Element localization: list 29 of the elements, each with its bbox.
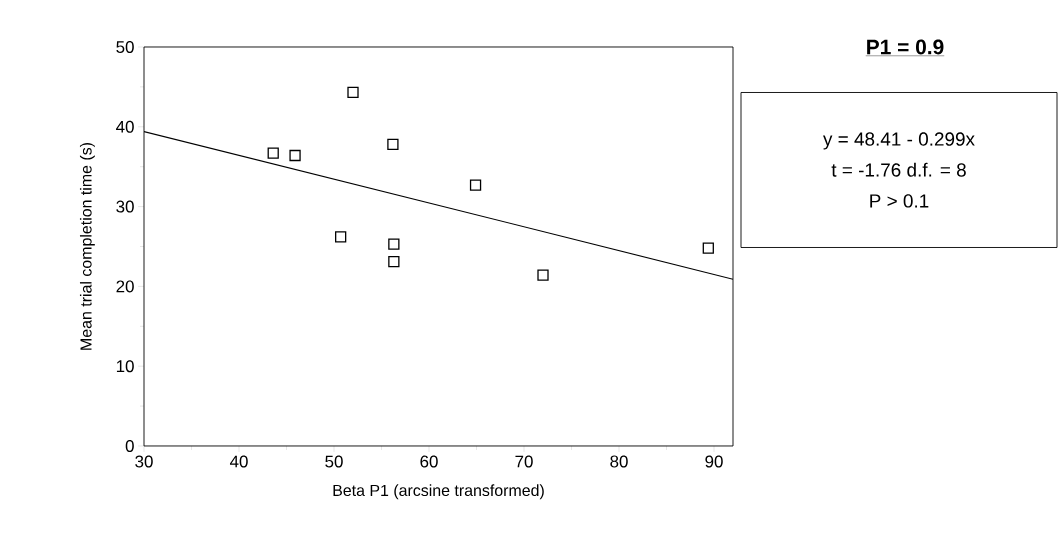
y-tick-label: 0 <box>125 439 134 452</box>
text: P > 0.1 <box>870 194 929 208</box>
y-tick-label: 50 <box>116 40 134 53</box>
x-axis-title: Beta P1 (arcsine transformed) <box>333 484 544 500</box>
x-tick-label: 50 <box>325 455 343 468</box>
text: y = 48.41 - 0.299x <box>823 132 975 150</box>
point <box>267 147 279 159</box>
x-tick-label: 30 <box>135 455 153 468</box>
point <box>387 138 399 150</box>
x-tick-label: 80 <box>610 455 628 468</box>
point <box>347 86 359 99</box>
y-axis-title: Mean trial completion time (s) <box>79 142 95 350</box>
point <box>537 269 549 281</box>
point <box>702 242 714 254</box>
x-tick-label: 90 <box>705 455 723 468</box>
point <box>335 231 347 243</box>
x-tick-label: 40 <box>229 455 248 468</box>
x-tick-label: 60 <box>420 455 438 468</box>
point <box>388 255 400 268</box>
y-tick-label: 40 <box>116 120 134 133</box>
y-tick-label: 10 <box>116 360 134 373</box>
point <box>469 179 482 191</box>
y-tick-label: 20 <box>116 280 134 293</box>
point <box>388 238 400 250</box>
point <box>289 149 301 162</box>
x-tick-label: 70 <box>515 455 533 468</box>
text: t = -1.76 d.f. = 8 <box>831 162 966 177</box>
y-tick-label: 30 <box>116 200 134 213</box>
text: P1 = 0.9 <box>867 39 944 55</box>
